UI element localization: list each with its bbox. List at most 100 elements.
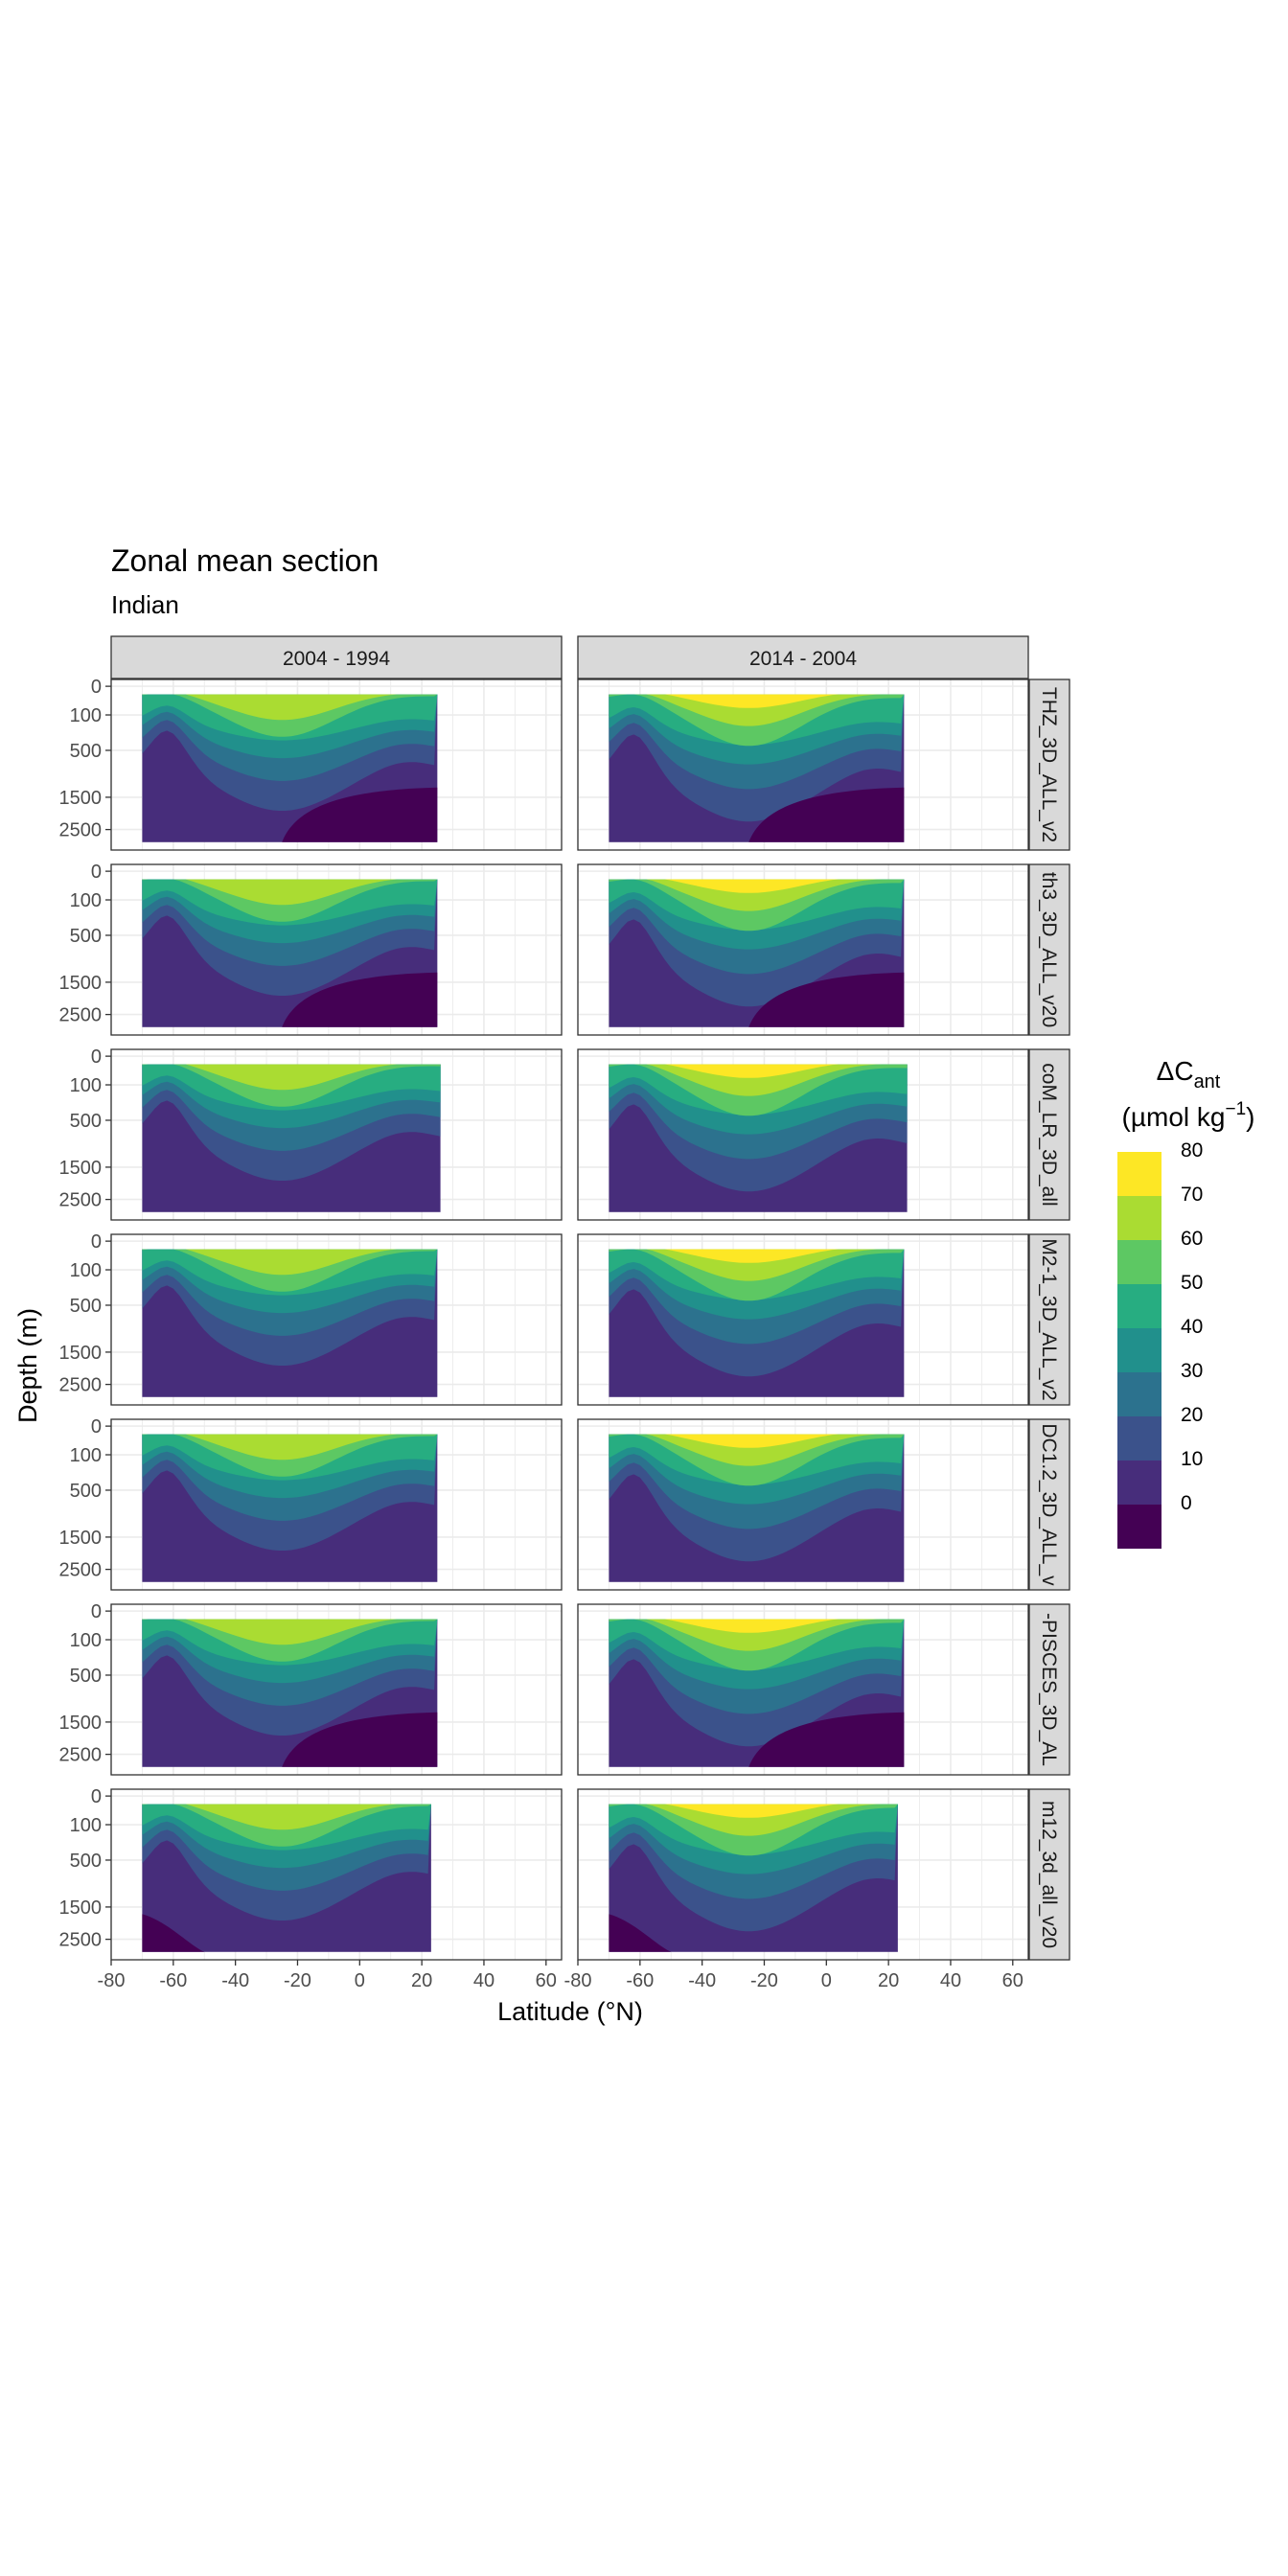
legend-title-main: ΔC (1157, 1056, 1194, 1086)
panel-border (110, 1418, 563, 1591)
row-strip-bg (1028, 863, 1070, 1036)
legend-label: 60 (1181, 1228, 1203, 1250)
contour-band (142, 1064, 441, 1091)
y-tick-label: 500 (70, 1111, 102, 1132)
y-tick-label: 100 (70, 705, 102, 726)
contour-band-minimum (142, 1914, 205, 1952)
legend-label: 80 (1181, 1139, 1203, 1162)
y-tick-label: 500 (70, 926, 102, 947)
row-strip: M2-1_3D_ALL_v2 (1028, 1233, 1070, 1406)
column-strip: 2004 - 1994 (110, 635, 563, 679)
panel-border (110, 1048, 563, 1221)
contour-bands (609, 1619, 905, 1767)
legend-label: 70 (1181, 1184, 1203, 1206)
x-tick-label: 40 (473, 1970, 494, 1991)
panel-border (110, 678, 563, 851)
contour-bands (609, 694, 905, 842)
y-tick-label: 2500 (59, 1190, 103, 1211)
contour-band-minimum (748, 972, 905, 1027)
y-tick-label: 0 (91, 1601, 102, 1622)
facet-panel (110, 1788, 563, 1961)
contour-band (609, 1064, 908, 1078)
legend-label: 30 (1181, 1360, 1203, 1382)
contour-bands (609, 1804, 898, 1952)
row-strip: DC1.2_3D_ALL_v (1028, 1418, 1070, 1591)
facet-panel (577, 863, 1029, 1036)
facet-panel (577, 1603, 1029, 1776)
y-tick-label: 0 (91, 1416, 102, 1438)
contour-bands (142, 879, 438, 1027)
contour-band (609, 1249, 905, 1281)
row-strip: m12_3d_all_v20 (1028, 1788, 1070, 1961)
column-strip-bg (110, 635, 563, 679)
x-tick-label: -20 (750, 1970, 778, 1991)
contour-band (609, 879, 905, 893)
row-strip-bg (1028, 1788, 1070, 1961)
y-tick-label: 500 (70, 1851, 102, 1872)
y-tick-label: 1500 (59, 1158, 103, 1179)
contour-band-minimum (282, 972, 438, 1027)
panel-border (110, 1233, 563, 1406)
legend-units: (µmol kg−1) (1122, 1099, 1255, 1132)
legend-label: 40 (1181, 1316, 1203, 1338)
y-tick-label: 100 (70, 1630, 102, 1651)
legend-label: 50 (1181, 1272, 1203, 1294)
x-tick-label: -60 (159, 1970, 187, 1991)
row-strip-bg (1028, 1048, 1070, 1221)
legend-title: ΔCant (1157, 1056, 1221, 1092)
y-tick-label: 100 (70, 890, 102, 911)
panel-border (110, 1603, 563, 1776)
row-strip-bg (1028, 1233, 1070, 1406)
row-strip: th3_3D_ALL_v20 (1028, 863, 1070, 1036)
facet-panel (110, 1048, 563, 1221)
row-strip-label: THZ_3D_ALL_v2 (1038, 687, 1060, 842)
facet-strips: 2004 - 1994 2014 - 2004 THZ_3D_ALL_v2 th3_3… (110, 635, 1070, 1961)
column-strip: 2014 - 2004 (577, 635, 1029, 679)
contour-bands (609, 1249, 905, 1397)
legend-key (1117, 1416, 1162, 1460)
panel-border (577, 1603, 1029, 1776)
x-tick-label: 20 (878, 1970, 899, 1991)
y-tick-label: 500 (70, 1296, 102, 1317)
contour-band (609, 694, 905, 726)
x-tick-label: 60 (1002, 1970, 1024, 1991)
legend-key (1117, 1505, 1162, 1549)
contour-band-minimum (609, 1914, 672, 1952)
y-tick-label: 100 (70, 1260, 102, 1281)
contour-bands (142, 1249, 438, 1397)
x-tick-label: 60 (536, 1970, 557, 1991)
contour-band (609, 1249, 905, 1263)
panel-border (110, 863, 563, 1036)
contour-band-minimum (282, 1712, 438, 1767)
contour-bands (142, 1064, 441, 1212)
facet-panel (577, 1418, 1029, 1591)
legend-key (1117, 1240, 1162, 1284)
contour-band (609, 1434, 905, 1448)
chart-subtitle: Indian (111, 590, 179, 619)
legend-label: 0 (1181, 1492, 1192, 1514)
y-tick-label: 1500 (59, 973, 103, 994)
y-tick-label: 0 (91, 862, 102, 883)
y-tick-label: 500 (70, 1666, 102, 1687)
contour-band (609, 694, 905, 708)
row-strip-label: M2-1_3D_ALL_v2 (1038, 1238, 1060, 1400)
y-tick-label: 2500 (59, 820, 103, 841)
y-tick-label: 100 (70, 1815, 102, 1836)
contour-band-minimum (282, 787, 438, 842)
y-tick-label: 0 (91, 677, 102, 698)
panel-border (577, 1788, 1029, 1961)
chart-title: Zonal mean section (111, 543, 379, 578)
y-tick-label: 1500 (59, 1528, 103, 1549)
contour-bands (609, 1434, 905, 1582)
x-tick-label: -80 (98, 1970, 126, 1991)
facet-panel (110, 678, 563, 851)
contour-band (142, 1249, 438, 1276)
y-tick-label: 100 (70, 1075, 102, 1096)
contour-band (609, 1064, 908, 1096)
y-tick-label: 0 (91, 1231, 102, 1253)
y-tick-label: 0 (91, 1046, 102, 1068)
facet-panel (110, 863, 563, 1036)
x-tick-label: 20 (411, 1970, 432, 1991)
legend-title-subscript: ant (1194, 1071, 1221, 1092)
x-axis-title: Latitude (°N) (497, 1997, 643, 2026)
